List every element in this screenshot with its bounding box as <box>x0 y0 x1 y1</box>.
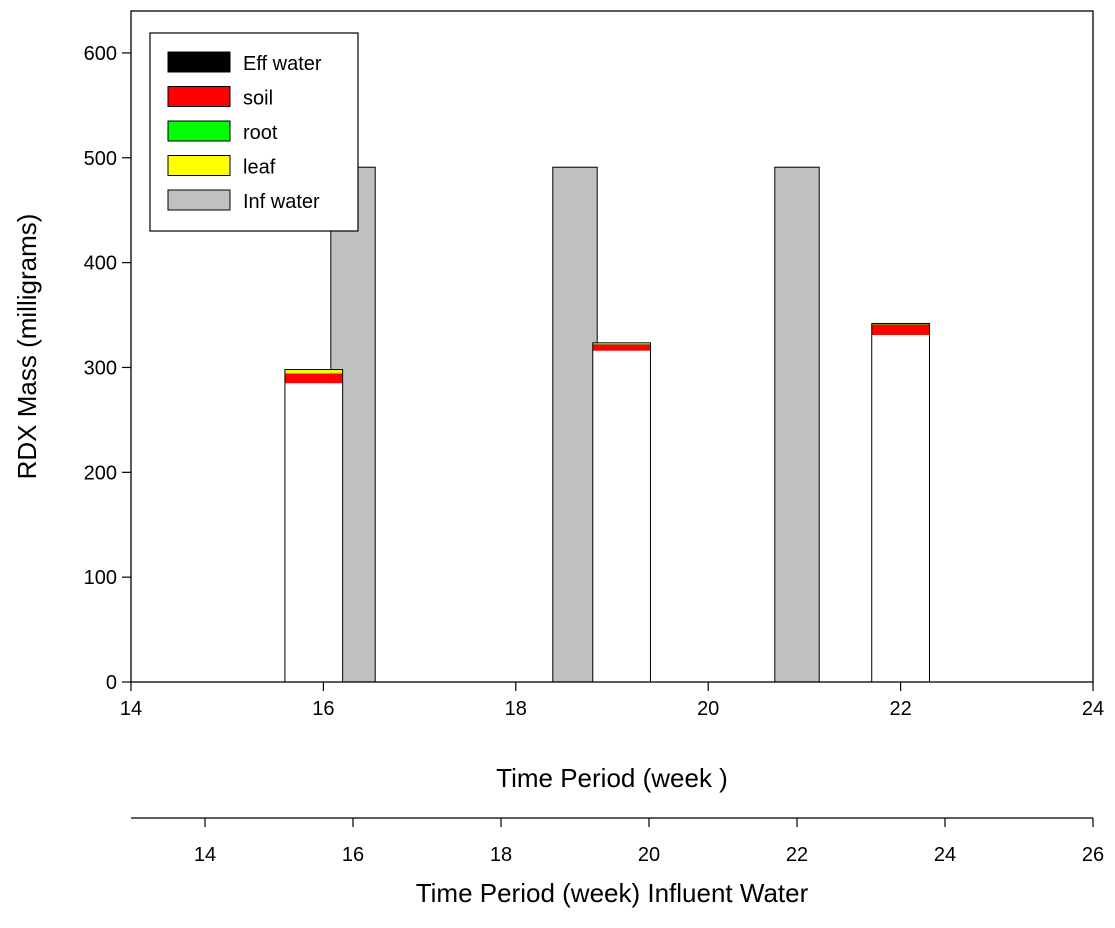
y-tick-label: 100 <box>84 567 117 589</box>
bar-inf-water <box>552 166 598 683</box>
secondary-x-tick-label: 18 <box>490 844 512 866</box>
bar-inf-water <box>774 166 820 683</box>
legend-label-leaf: leaf <box>243 157 276 179</box>
y-tick-label: 500 <box>84 148 117 170</box>
y-tick-label: 200 <box>84 462 117 484</box>
bar-segment-soil <box>592 344 651 351</box>
y-tick-label: 400 <box>84 253 117 275</box>
x-tick-label: 20 <box>697 698 719 720</box>
legend-label-root: root <box>243 122 278 144</box>
secondary-x-tick-label: 16 <box>342 844 364 866</box>
secondary-x-tick-label: 14 <box>194 844 216 866</box>
x-tick-label: 24 <box>1082 698 1104 720</box>
x-axis-label: Time Period (week ) <box>496 763 728 793</box>
secondary-x-tick-label: 26 <box>1082 844 1104 866</box>
secondary-x-tick-label: 24 <box>934 844 956 866</box>
bar-segment-eff-water <box>592 350 651 682</box>
legend: Eff water soil root leaf Inf water <box>149 32 359 232</box>
secondary-x-tick-label: 22 <box>786 844 808 866</box>
y-axis: 0 100 200 300 400 500 600 <box>84 43 131 694</box>
secondary-x-tick-label: 20 <box>638 844 660 866</box>
bar-segment-eff-water <box>871 334 930 682</box>
bars-layer <box>284 166 930 683</box>
x-axis: 14 16 18 20 22 24 <box>120 682 1104 720</box>
x-tick-label: 18 <box>505 698 527 720</box>
secondary-x-axis: 14 16 18 20 22 24 26 <box>131 817 1104 866</box>
x-tick-label: 16 <box>312 698 334 720</box>
legend-swatch-root <box>167 120 231 142</box>
x-tick-label: 22 <box>889 698 911 720</box>
bar-segment-root <box>592 343 651 345</box>
y-tick-label: 300 <box>84 357 117 379</box>
secondary-x-axis-label: Time Period (week) Influent Water <box>416 878 809 908</box>
legend-label-soil: soil <box>243 88 273 110</box>
y-tick-label: 600 <box>84 43 117 65</box>
bar-segment-leaf <box>592 342 651 344</box>
y-tick-label: 0 <box>106 672 117 694</box>
legend-swatch-eff-water <box>167 51 231 73</box>
x-tick-label: 14 <box>120 698 142 720</box>
bar-segment-leaf <box>284 369 343 373</box>
legend-label-inf-water: Inf water <box>243 191 320 213</box>
legend-swatch-soil <box>167 86 231 107</box>
legend-label-eff-water: Eff water <box>243 53 322 75</box>
bar-segment-root <box>284 372 343 374</box>
bar-segment-soil <box>871 324 930 335</box>
bar-segment-eff-water <box>284 383 343 682</box>
bar-segment-soil <box>284 373 343 384</box>
plot-frame <box>130 10 1094 683</box>
bar-segment-root <box>871 323 930 325</box>
y-axis-label: RDX Mass (milligrams) <box>12 214 42 480</box>
legend-swatch-leaf <box>167 155 231 176</box>
legend-swatch-inf-water <box>167 189 231 211</box>
